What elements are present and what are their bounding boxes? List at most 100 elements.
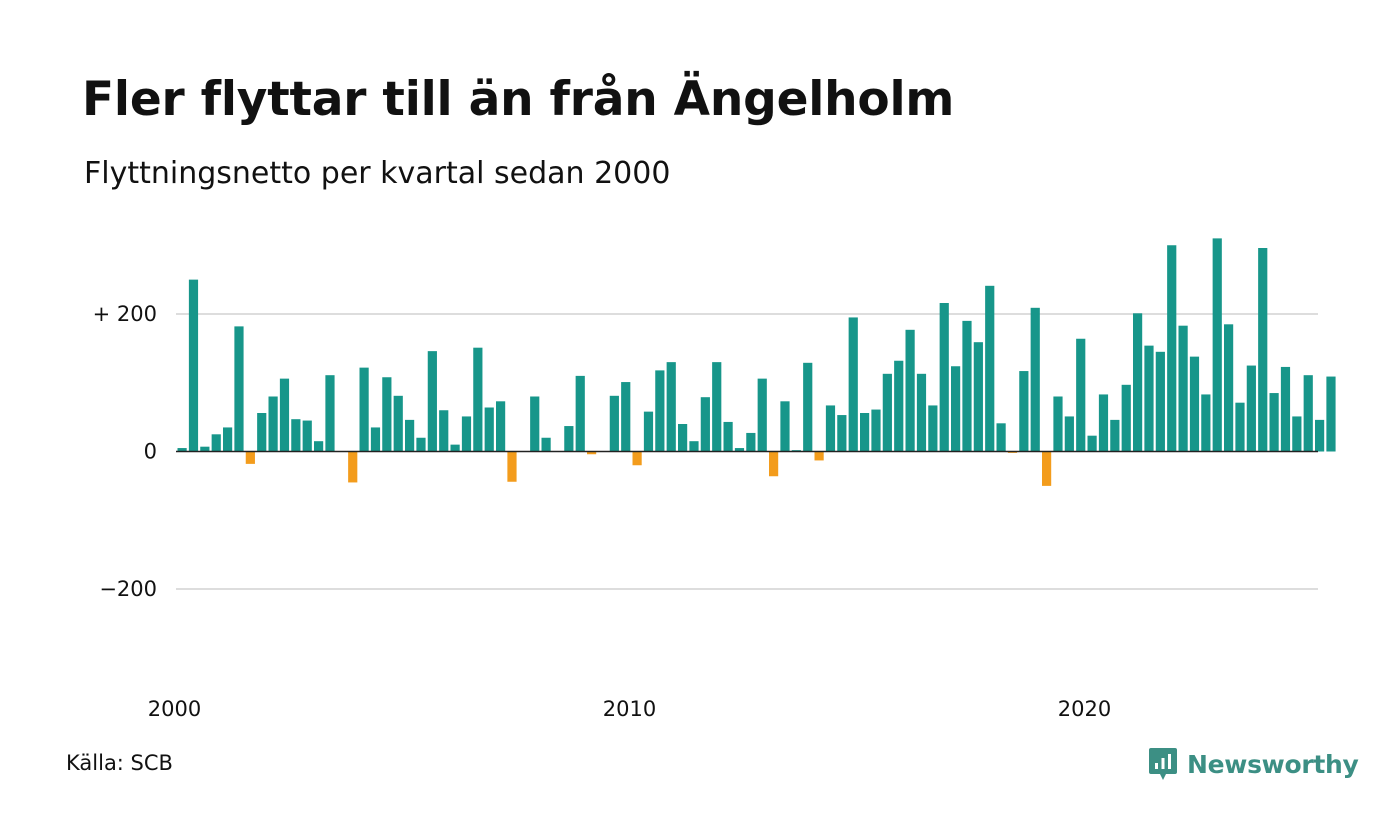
bar: [712, 362, 722, 452]
bar: [1303, 375, 1313, 452]
bar: [1098, 394, 1109, 452]
bar: [382, 377, 392, 452]
bar: [1155, 351, 1165, 452]
bar: [1121, 384, 1131, 452]
bar: [860, 413, 870, 452]
bar: [1235, 402, 1245, 452]
bar: [427, 351, 437, 452]
bar: [1224, 324, 1234, 452]
bar: [1212, 238, 1222, 452]
bar: [1201, 394, 1211, 452]
bar: [723, 421, 733, 452]
bar: [894, 360, 904, 452]
bar: [359, 367, 369, 452]
bar: [1326, 376, 1336, 452]
bar: [985, 285, 995, 452]
bar: [1030, 307, 1040, 452]
bar: [871, 409, 881, 452]
bar: [689, 441, 699, 452]
bar: [905, 329, 915, 452]
bar: [609, 395, 619, 452]
bar: [632, 451, 642, 466]
bar: [1064, 416, 1074, 452]
bar: [780, 401, 790, 452]
bar: [279, 378, 290, 452]
bar: [962, 320, 972, 452]
bar: [1042, 451, 1052, 486]
x-tick-label: 2000: [148, 697, 201, 721]
bar: [1258, 248, 1268, 452]
bar: [1167, 245, 1177, 452]
bar: [1246, 365, 1256, 452]
bar: [541, 437, 551, 452]
bar: [530, 396, 540, 452]
bar: [200, 446, 210, 452]
bar: [1189, 356, 1200, 452]
x-tick-label: 2020: [1058, 697, 1111, 721]
bar: [473, 347, 483, 452]
bar: [587, 451, 597, 455]
bar: [461, 416, 472, 452]
bar: [211, 434, 221, 452]
bar: [507, 451, 517, 482]
y-tick-label: 0: [144, 440, 157, 464]
bar: [951, 366, 961, 452]
bar: [188, 279, 199, 452]
bar: [1019, 371, 1029, 452]
y-tick-label: −200: [99, 577, 157, 601]
bar: [223, 427, 233, 452]
bar: [734, 448, 745, 452]
bar: [996, 423, 1006, 452]
bar: [746, 432, 756, 452]
bar: [484, 407, 494, 452]
bar: [416, 437, 426, 452]
bars: [177, 238, 1336, 486]
bar: [302, 420, 312, 452]
x-tick-label: 2010: [603, 697, 656, 721]
bar: [769, 451, 779, 477]
bar: [564, 426, 574, 452]
brand-name: Newsworthy: [1187, 749, 1359, 779]
bar: [939, 303, 949, 452]
chart-title: Fler flyttar till än från Ängelholm: [82, 72, 955, 127]
bar: [1053, 396, 1063, 452]
bar: [348, 451, 358, 483]
bar: [291, 419, 301, 452]
bar: [245, 451, 255, 464]
bar: [257, 413, 267, 452]
bar: [643, 411, 654, 452]
bar: [1280, 366, 1291, 452]
bar: [1292, 416, 1302, 452]
brand-logo[interactable]: Newsworthy: [1148, 744, 1359, 784]
bar: [803, 362, 813, 452]
bar: [1178, 325, 1188, 452]
bar: [496, 401, 506, 452]
x-axis-labels: 2000 2010 2020: [148, 697, 1111, 721]
newsworthy-logo-icon: [1149, 748, 1177, 780]
y-axis-labels: + 200 0 −200: [93, 302, 157, 601]
bar: [1076, 338, 1086, 452]
bar: [325, 375, 335, 452]
bar: [678, 424, 688, 452]
bar: [848, 317, 858, 452]
bar: [370, 427, 381, 452]
bar: [393, 395, 403, 452]
bar: [757, 378, 767, 452]
source-note: Källa: SCB: [66, 751, 173, 775]
bar: [1269, 393, 1279, 452]
chart-subtitle: Flyttningsnetto per kvartal sedan 2000: [84, 156, 671, 191]
bar: [621, 382, 631, 452]
bar: [1110, 419, 1120, 452]
bar: [405, 419, 415, 452]
bar: [314, 441, 324, 452]
bar: [268, 396, 278, 452]
bar: [450, 444, 460, 452]
bar: [916, 373, 927, 452]
bar: [655, 370, 665, 452]
bar: [1315, 419, 1325, 452]
bar: [814, 451, 824, 461]
bar: [234, 326, 244, 452]
bar: [439, 410, 449, 452]
